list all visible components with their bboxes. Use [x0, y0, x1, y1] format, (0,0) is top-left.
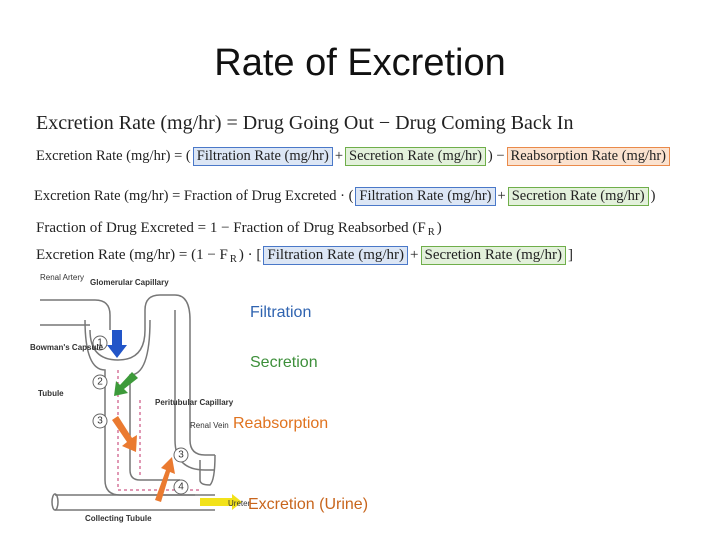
- tubule: [129, 319, 180, 481]
- renal-vein: [174, 310, 215, 471]
- diagram-label: Peritubular Capillary: [155, 398, 234, 407]
- equation-line: Fraction of Drug Excreted = 1 − Fraction…: [34, 220, 444, 238]
- peritubular-capillary: [89, 294, 215, 456]
- equation-text: ): [650, 188, 656, 204]
- equation-text: R: [427, 227, 435, 238]
- equation-line: Excretion Rate (mg/hr) = Fraction of Dru…: [32, 187, 657, 206]
- excretion-arrow: [200, 494, 242, 510]
- legend-label: Secretion: [250, 354, 318, 371]
- boxed-term: Filtration Rate (mg/hr): [263, 246, 409, 265]
- collecting-tubule: [55, 494, 215, 511]
- diagram-label: Collecting Tubule: [85, 514, 152, 523]
- equation-line: Excretion Rate (mg/hr) = (Filtration Rat…: [34, 147, 670, 166]
- equation-text: +: [334, 148, 344, 164]
- diagram-label: Bowman's Capsule: [30, 343, 104, 352]
- legend-label: Excretion (Urine): [248, 496, 368, 513]
- equation-text: Excretion Rate (mg/hr) = Drug Going Out …: [36, 112, 574, 134]
- boxed-term: Secretion Rate (mg/hr): [420, 246, 566, 265]
- diagram-label: Renal Vein: [190, 421, 229, 430]
- secretion-arrow: [114, 372, 138, 396]
- step-number: 2: [97, 377, 103, 388]
- legend-label: Reabsorption: [233, 415, 328, 432]
- reabsorption-arrow: [112, 416, 137, 452]
- equation-text: Excretion Rate (mg/hr) = (: [36, 148, 191, 164]
- vein-end: [199, 454, 216, 486]
- boxed-term: Filtration Rate (mg/hr): [355, 187, 496, 206]
- tube-end: [51, 493, 59, 511]
- slide-title: Rate of Excretion: [214, 42, 506, 84]
- equation-text: Fraction of Drug Excreted = 1 − Fraction…: [36, 220, 426, 236]
- equation-text: ): [436, 220, 442, 236]
- step-number: 3: [178, 450, 184, 461]
- equation-text: ) · [: [238, 247, 262, 263]
- boxed-term: Secretion Rate (mg/hr): [507, 187, 649, 206]
- renal-artery: [40, 299, 111, 330]
- equation-text: +: [497, 188, 506, 204]
- boxed-term: Secretion Rate (mg/hr): [345, 147, 486, 166]
- step-circles: [92, 335, 189, 495]
- diagram-label: Tubule: [38, 389, 64, 398]
- diagram-label: Ureter: [228, 499, 251, 508]
- equation-line: Excretion Rate (mg/hr) = Drug Going Out …: [34, 112, 575, 135]
- equation-text: +: [410, 247, 419, 263]
- equation-text: ]: [567, 247, 573, 263]
- reabsorption-arrow: [155, 457, 175, 502]
- equation-text: Excretion Rate (mg/hr) = Fraction of Dru…: [34, 188, 354, 204]
- step-number: 1: [97, 338, 103, 349]
- equation-line: Excretion Rate (mg/hr) = (1 − F R) · [Fil…: [34, 246, 575, 265]
- step-number: 4: [178, 482, 184, 493]
- equation-text: R: [229, 254, 237, 265]
- step-number: 3: [97, 416, 103, 427]
- boxed-term: Filtration Rate (mg/hr): [192, 147, 333, 166]
- flow: [117, 370, 200, 491]
- equation-text: ) −: [487, 148, 505, 164]
- diagram-label: Renal Artery: [40, 273, 84, 282]
- equation-text: Excretion Rate (mg/hr) = (1 − F: [36, 247, 228, 263]
- legend: Filtration Secretion Reabsorption Excretion…: [233, 304, 368, 513]
- boxed-term: Reabsorption Rate (mg/hr): [506, 147, 670, 166]
- filtration-arrow: [107, 330, 127, 358]
- diagram-label: Glomerular Capillary: [90, 278, 169, 287]
- legend-label: Filtration: [250, 304, 311, 321]
